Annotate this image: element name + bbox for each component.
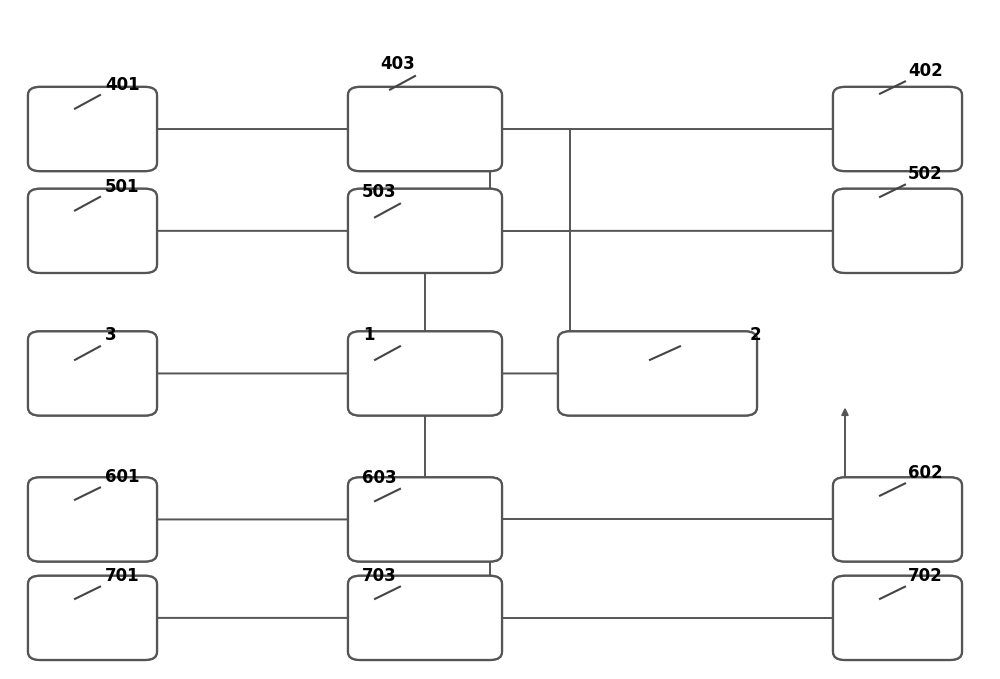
- FancyBboxPatch shape: [28, 576, 157, 660]
- Text: 701: 701: [105, 567, 140, 585]
- Text: 603: 603: [362, 469, 397, 487]
- FancyBboxPatch shape: [833, 576, 962, 660]
- FancyBboxPatch shape: [558, 331, 757, 416]
- Text: 403: 403: [380, 55, 415, 73]
- FancyBboxPatch shape: [833, 87, 962, 171]
- Text: 401: 401: [105, 75, 140, 94]
- FancyBboxPatch shape: [348, 331, 502, 416]
- Text: 3: 3: [105, 326, 117, 344]
- Text: 702: 702: [908, 567, 943, 585]
- FancyBboxPatch shape: [28, 87, 157, 171]
- Text: 1: 1: [363, 326, 374, 344]
- FancyBboxPatch shape: [28, 189, 157, 273]
- Text: 2: 2: [750, 326, 762, 344]
- Text: 402: 402: [908, 62, 943, 80]
- FancyBboxPatch shape: [28, 576, 157, 660]
- FancyBboxPatch shape: [348, 189, 502, 273]
- FancyBboxPatch shape: [28, 477, 157, 562]
- FancyBboxPatch shape: [348, 477, 502, 562]
- FancyBboxPatch shape: [28, 331, 157, 416]
- FancyBboxPatch shape: [833, 576, 962, 660]
- FancyBboxPatch shape: [833, 477, 962, 562]
- FancyBboxPatch shape: [348, 331, 502, 416]
- Text: 602: 602: [908, 464, 943, 482]
- Text: 501: 501: [105, 177, 140, 196]
- FancyBboxPatch shape: [28, 477, 157, 562]
- FancyBboxPatch shape: [833, 477, 962, 562]
- Text: 503: 503: [362, 183, 397, 201]
- FancyBboxPatch shape: [348, 576, 502, 660]
- FancyBboxPatch shape: [558, 331, 757, 416]
- FancyBboxPatch shape: [348, 189, 502, 273]
- Text: 502: 502: [908, 165, 943, 183]
- FancyBboxPatch shape: [28, 331, 157, 416]
- FancyBboxPatch shape: [348, 477, 502, 562]
- FancyBboxPatch shape: [833, 189, 962, 273]
- FancyBboxPatch shape: [348, 87, 502, 171]
- FancyBboxPatch shape: [833, 87, 962, 171]
- FancyBboxPatch shape: [28, 87, 157, 171]
- FancyBboxPatch shape: [348, 87, 502, 171]
- Text: 703: 703: [362, 567, 397, 585]
- FancyBboxPatch shape: [348, 576, 502, 660]
- FancyBboxPatch shape: [28, 189, 157, 273]
- FancyBboxPatch shape: [833, 189, 962, 273]
- Text: 601: 601: [105, 468, 140, 486]
